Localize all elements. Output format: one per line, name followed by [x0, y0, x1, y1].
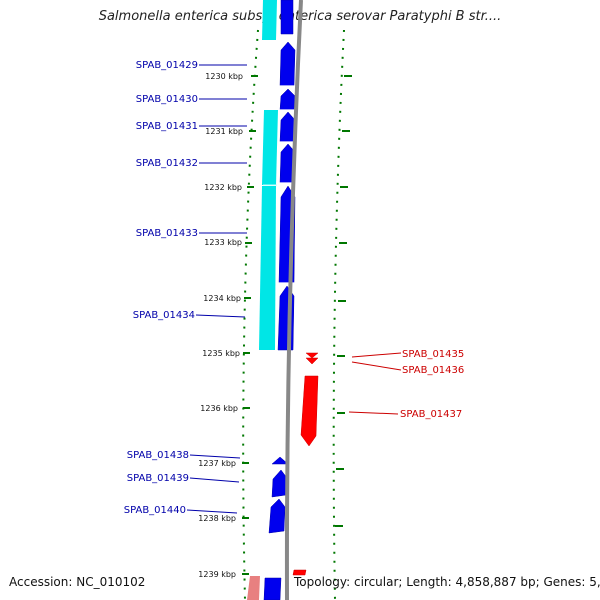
gene-label[interactable]: SPAB_01440: [124, 505, 186, 516]
cyan-features: [259, 0, 278, 350]
gene-arrow: [292, 569, 307, 576]
gene-arrow: [279, 41, 296, 87]
gene-arrow: [279, 111, 296, 143]
gene-arrow: [271, 469, 288, 498]
outer-major-ticks: [335, 75, 352, 527]
gene-arrow: [280, 0, 294, 35]
gene-label[interactable]: SPAB_01435: [402, 349, 464, 360]
tick-label: 1232 kbp: [204, 183, 242, 192]
gene-arrow: [300, 375, 319, 447]
tick-labels: 1230 kbp 1231 kbp 1232 kbp 1233 kbp 1234…: [198, 72, 243, 579]
tick-label: 1233 kbp: [204, 238, 242, 247]
tick-label: 1231 kbp: [205, 127, 243, 136]
gene-label[interactable]: SPAB_01431: [136, 121, 198, 132]
gene-label[interactable]: SPAB_01438: [127, 450, 189, 461]
gene-arrow: [279, 88, 296, 111]
gene-label[interactable]: SPAB_01434: [133, 310, 195, 321]
gene-label[interactable]: SPAB_01429: [136, 60, 198, 71]
gene-arrow: [305, 357, 319, 365]
topology-info: Topology: circular; Length: 4,858,887 bp…: [294, 575, 600, 589]
pink-feature: [247, 576, 260, 600]
tick-marks: [242, 75, 258, 575]
gene-arrow: [271, 456, 289, 465]
tick-label: 1238 kbp: [198, 514, 236, 523]
gene-label[interactable]: SPAB_01432: [136, 158, 198, 169]
reverse-gene-arrows: [292, 352, 319, 576]
gene-label[interactable]: SPAB_01433: [136, 228, 198, 239]
outer-tick-ring: [332, 29, 345, 600]
tick-label: 1239 kbp: [198, 570, 236, 579]
gene-label[interactable]: SPAB_01430: [136, 94, 198, 105]
gene-label[interactable]: SPAB_01439: [127, 473, 189, 484]
gene-arrow: [305, 352, 319, 359]
inner-tick-ring: [242, 29, 259, 600]
gene-arrow: [263, 577, 282, 600]
tick-label: 1235 kbp: [202, 349, 240, 358]
tick-label: 1236 kbp: [200, 404, 238, 413]
forward-gene-labels: [186, 64, 247, 514]
tick-label: 1237 kbp: [198, 459, 236, 468]
genome-backbone: [284, 0, 303, 600]
tick-label: 1234 kbp: [203, 294, 241, 303]
tick-label: 1230 kbp: [205, 72, 243, 81]
gene-label[interactable]: SPAB_01436: [402, 365, 464, 376]
accession-info: Accession: NC_010102: [9, 575, 146, 589]
reverse-gene-labels: [348, 352, 402, 415]
gene-label[interactable]: SPAB_01437: [400, 409, 462, 420]
gene-arrow: [268, 498, 286, 534]
